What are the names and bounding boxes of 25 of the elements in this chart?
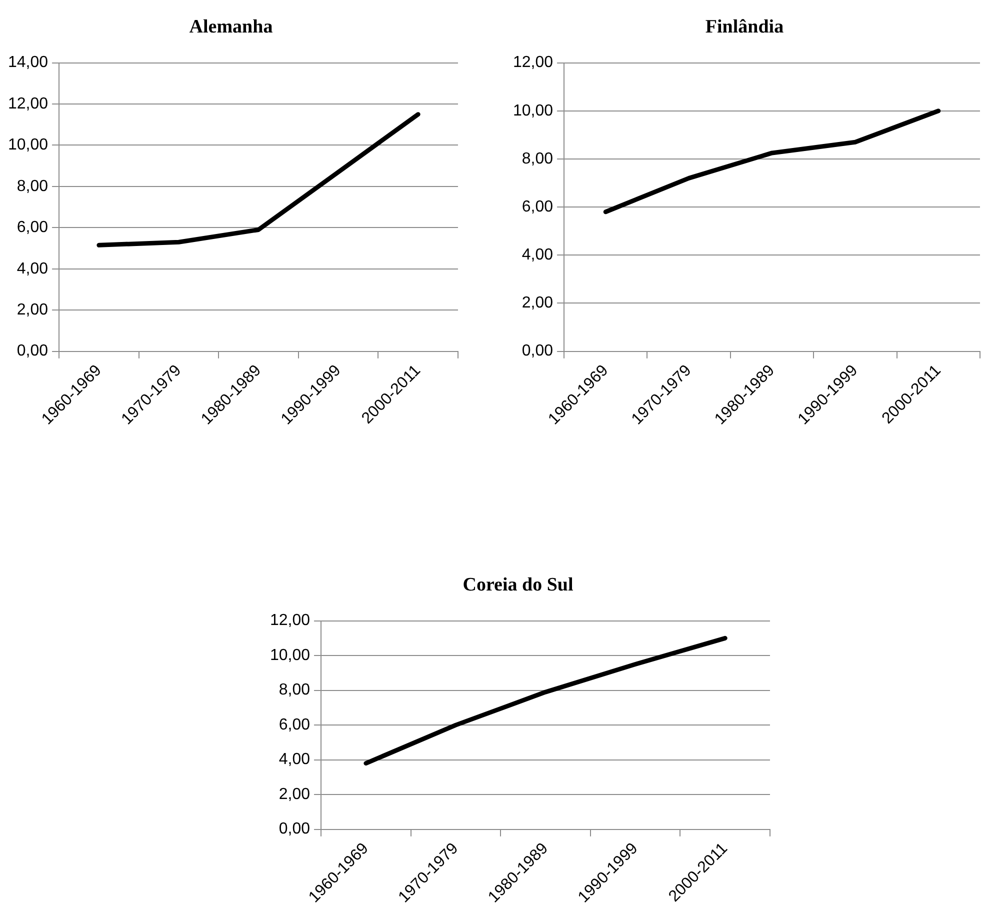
- y-tick-label: 10,00: [8, 136, 48, 154]
- y-tick-label: 0,00: [522, 342, 554, 360]
- y-tick-label: 12,00: [512, 54, 554, 72]
- y-tick-label: 6,00: [522, 198, 554, 216]
- y-tick-label: 4,00: [16, 260, 48, 278]
- chart-title: Finlândia: [705, 16, 784, 38]
- y-tick-label: 2,00: [522, 294, 554, 312]
- y-tick-label: 8,00: [522, 150, 554, 168]
- y-tick-label: 4,00: [522, 246, 554, 264]
- y-tick-label: 10,00: [512, 102, 554, 120]
- y-tick-label: 4,00: [278, 751, 310, 768]
- y-tick-label: 6,00: [278, 716, 310, 734]
- y-tick-label: 2,00: [278, 786, 310, 803]
- y-tick-label: 8,00: [278, 682, 310, 699]
- y-tick-label: 0,00: [278, 820, 310, 838]
- y-tick-label: 6,00: [16, 219, 48, 236]
- y-tick-label: 14,00: [8, 54, 48, 72]
- y-tick-label: 10,00: [270, 646, 310, 664]
- y-tick-label: 8,00: [16, 178, 48, 195]
- y-tick-label: 0,00: [16, 342, 48, 360]
- y-tick-label: 12,00: [8, 95, 48, 112]
- y-tick-label: 12,00: [270, 612, 310, 630]
- y-tick-label: 2,00: [16, 302, 48, 319]
- chart-title: Alemanha: [189, 16, 274, 38]
- chart-title: Coreia do Sul: [462, 574, 574, 596]
